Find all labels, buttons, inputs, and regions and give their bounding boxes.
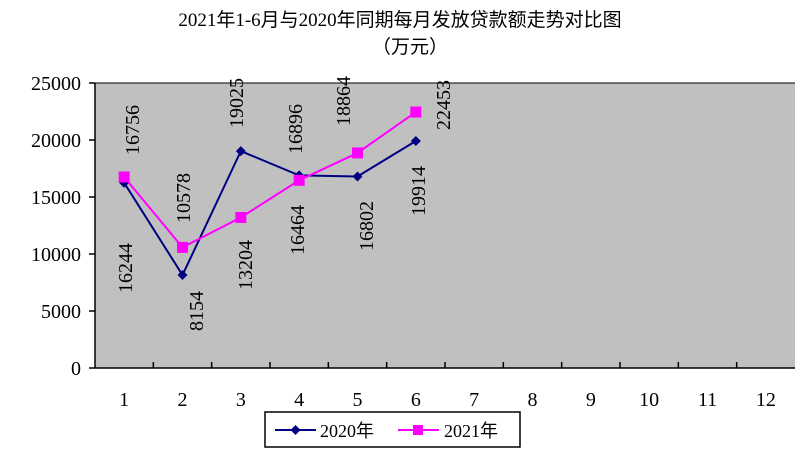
y-tick-label: 20000 xyxy=(31,130,81,152)
series-line-2020年 xyxy=(123,140,417,278)
data-point-square xyxy=(410,106,422,118)
data-label: 22453 xyxy=(433,80,455,130)
data-label: 16802 xyxy=(356,201,378,251)
data-label: 10578 xyxy=(173,173,195,223)
y-tick-label: 5000 xyxy=(41,301,81,323)
y-tick-label: 15000 xyxy=(31,187,81,209)
y-tick-label: 0 xyxy=(71,358,81,380)
legend: 2020年 2021年 xyxy=(264,411,521,448)
data-point-square xyxy=(293,174,305,186)
chart-subtitle: （万元） xyxy=(372,36,448,58)
x-tick-label: 11 xyxy=(698,389,717,411)
x-tick-label: 9 xyxy=(586,389,596,411)
data-label: 16756 xyxy=(122,105,144,155)
x-tick-label: 3 xyxy=(236,389,246,411)
data-label: 16896 xyxy=(285,104,307,154)
x-tick-label: 8 xyxy=(528,389,538,411)
legend-label-2021: 2021年 xyxy=(444,421,498,441)
data-point-square xyxy=(352,147,363,159)
data-label: 19025 xyxy=(226,78,248,128)
legend-square-marker xyxy=(413,425,423,435)
y-tick-label: 10000 xyxy=(31,244,81,266)
x-tick-label: 5 xyxy=(353,389,363,411)
x-tick-label: 4 xyxy=(294,389,304,411)
data-label: 8154 xyxy=(186,291,208,331)
x-tick-label: 12 xyxy=(756,389,776,411)
legend-label-2020: 2020年 xyxy=(320,421,374,441)
data-point-diamond xyxy=(410,135,421,146)
data-label: 13204 xyxy=(235,240,257,290)
x-tick-label: 2 xyxy=(178,389,188,411)
data-point-square xyxy=(118,171,130,183)
x-tick-label: 7 xyxy=(469,389,479,411)
data-label: 16464 xyxy=(287,205,309,255)
data-point-square xyxy=(177,241,188,253)
x-tick-label: 1 xyxy=(119,389,129,411)
plot-area xyxy=(95,83,795,368)
data-point-diamond xyxy=(352,171,363,182)
data-point-diamond xyxy=(177,270,188,281)
data-label: 19914 xyxy=(408,166,430,216)
data-point-diamond xyxy=(235,146,246,157)
series-line-2021年 xyxy=(123,111,417,249)
x-tick-label: 10 xyxy=(639,389,659,411)
legend-diamond-marker xyxy=(290,425,301,435)
x-tick-label: 6 xyxy=(411,389,421,411)
y-tick-label: 25000 xyxy=(31,73,81,95)
data-point-square xyxy=(235,211,247,223)
data-label: 16244 xyxy=(115,243,137,293)
chart-title: 2021年1-6月与2020年同期每月发放贷款额走势对比图 xyxy=(178,9,621,31)
data-label: 18864 xyxy=(333,76,355,126)
